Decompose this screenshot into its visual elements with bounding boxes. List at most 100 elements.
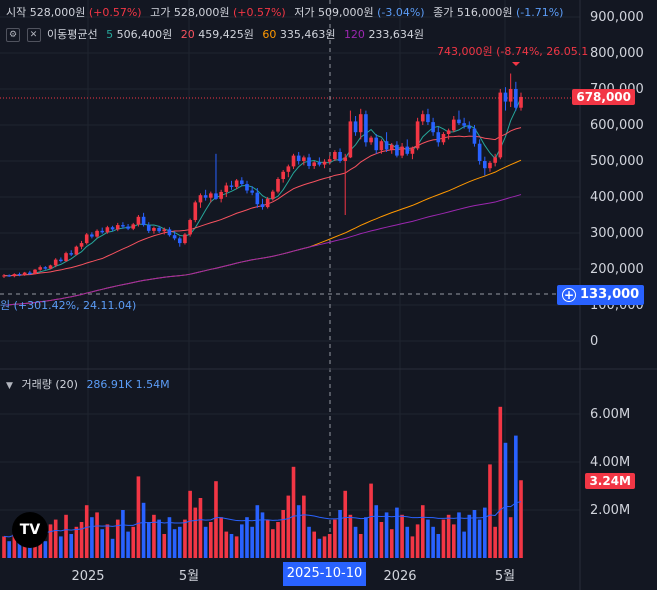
- volume-bar: [255, 505, 260, 558]
- candle-body: [162, 229, 167, 232]
- candle-body: [100, 230, 105, 233]
- low-change: (-3.04%): [377, 6, 425, 19]
- volume-bar: [281, 510, 285, 558]
- crosshair-date-tag: 2025-10-10: [283, 562, 366, 586]
- volume-bar: [467, 514, 472, 558]
- time-axis[interactable]: 2025 5월 2026 5월: [71, 569, 515, 584]
- volume-bar: [115, 519, 120, 558]
- close-icon[interactable]: ✕: [26, 28, 41, 42]
- candle-body: [384, 141, 389, 150]
- candle-body: [436, 132, 441, 143]
- candle-body: [22, 272, 27, 276]
- low-label: 저가: [294, 6, 315, 19]
- volume-tick-label: 4.00M: [590, 455, 630, 470]
- candle-body: [38, 267, 42, 270]
- volume-bar: [431, 526, 435, 558]
- volume-bar: [451, 524, 456, 558]
- volume-bar: [498, 406, 503, 558]
- candle-body: [281, 171, 285, 179]
- volume-value: 1.54M: [135, 378, 170, 391]
- volume-bar: [250, 526, 254, 558]
- last-price-tag: 678,000: [572, 89, 635, 105]
- open-label: 시작: [6, 6, 27, 19]
- candle-body: [84, 234, 89, 244]
- volume-bar: [348, 514, 353, 558]
- volume-bar: [219, 517, 223, 558]
- crosshair-price-tag[interactable]: +133,000: [557, 285, 645, 305]
- volume-bar: [291, 466, 296, 558]
- candle-body: [2, 275, 6, 277]
- volume-bar: [183, 519, 187, 558]
- volume-bar: [389, 529, 394, 558]
- volume-bar: [53, 519, 58, 558]
- candle-body: [343, 157, 348, 161]
- volume-bar: [338, 510, 342, 558]
- candle-body: [193, 202, 198, 221]
- volume-bar: [64, 514, 68, 558]
- tradingview-logo[interactable]: TV: [12, 512, 48, 548]
- candle-body: [503, 92, 508, 102]
- candle-body: [126, 226, 130, 229]
- volume-bar: [95, 512, 99, 558]
- volume-bar: [508, 517, 513, 558]
- ma120-period: 120: [343, 28, 365, 41]
- high-label: 고가: [150, 6, 171, 19]
- crosshair-price-value: 133,000: [580, 287, 640, 302]
- candle-body: [167, 229, 172, 236]
- volume-bars: [2, 406, 523, 558]
- candle-body: [33, 269, 37, 275]
- candle-body: [467, 125, 472, 129]
- candle-body: [146, 225, 151, 231]
- candle-body: [431, 122, 435, 133]
- volume-bar: [224, 531, 229, 558]
- candle-body: [488, 162, 492, 169]
- candle-body: [338, 152, 342, 161]
- chevron-down-icon[interactable]: ▼: [6, 381, 13, 391]
- volume-bar: [2, 536, 6, 558]
- volume-legend[interactable]: ▼ 거래량 (20) 286.91K 1.54M: [6, 376, 170, 392]
- volume-bar: [483, 507, 487, 558]
- volume-ma-value: 286.91K: [86, 378, 133, 391]
- plus-icon[interactable]: +: [562, 288, 576, 302]
- volume-bar: [514, 435, 518, 558]
- volume-bar: [110, 538, 115, 558]
- low-annotation: 원 (+301.42%, 24.11.04): [0, 299, 137, 312]
- candle-body: [410, 148, 415, 154]
- candle-body: [188, 220, 192, 235]
- candle-body: [214, 193, 218, 199]
- volume-bar: [410, 536, 415, 558]
- volume-bar: [302, 495, 306, 558]
- candle-body: [400, 146, 404, 156]
- volume-bar: [369, 483, 373, 558]
- volume-bar: [193, 507, 198, 558]
- candle-body: [483, 161, 487, 169]
- candle-body: [136, 216, 141, 225]
- volume-bar: [395, 507, 399, 558]
- open-value: 528,000원: [29, 6, 86, 19]
- high-marker-arrow: [512, 62, 520, 66]
- candle-body: [250, 190, 254, 193]
- indicator-settings-icon[interactable]: ⚙: [6, 28, 20, 42]
- volume-bar: [312, 531, 317, 558]
- volume-bar: [208, 522, 213, 558]
- volume-bar: [141, 502, 146, 558]
- volume-tick-label: 2.00M: [590, 503, 630, 518]
- candle-body: [177, 238, 182, 244]
- ma5-period: 5: [106, 28, 114, 41]
- volume-axis[interactable]: 2.00M 4.00M 6.00M: [590, 407, 630, 518]
- volume-bar: [198, 498, 203, 558]
- candle-body: [379, 141, 384, 151]
- chart-vertical-grid: [87, 0, 506, 560]
- candle-body: [208, 193, 213, 198]
- volume-bar: [405, 526, 410, 558]
- low-value: 509,000원: [317, 6, 374, 19]
- candle-body: [183, 234, 187, 244]
- volume-bar: [426, 519, 430, 558]
- volume-bar: [519, 480, 523, 558]
- candle-body: [43, 267, 48, 269]
- candle-body: [79, 243, 84, 247]
- volume-bar: [477, 519, 482, 558]
- candle-body: [291, 155, 296, 167]
- ma-legend[interactable]: ⚙ ✕ 이동평균선 5 506,400원 20 459,425원 60 335,…: [6, 26, 424, 42]
- candle-body: [105, 227, 110, 233]
